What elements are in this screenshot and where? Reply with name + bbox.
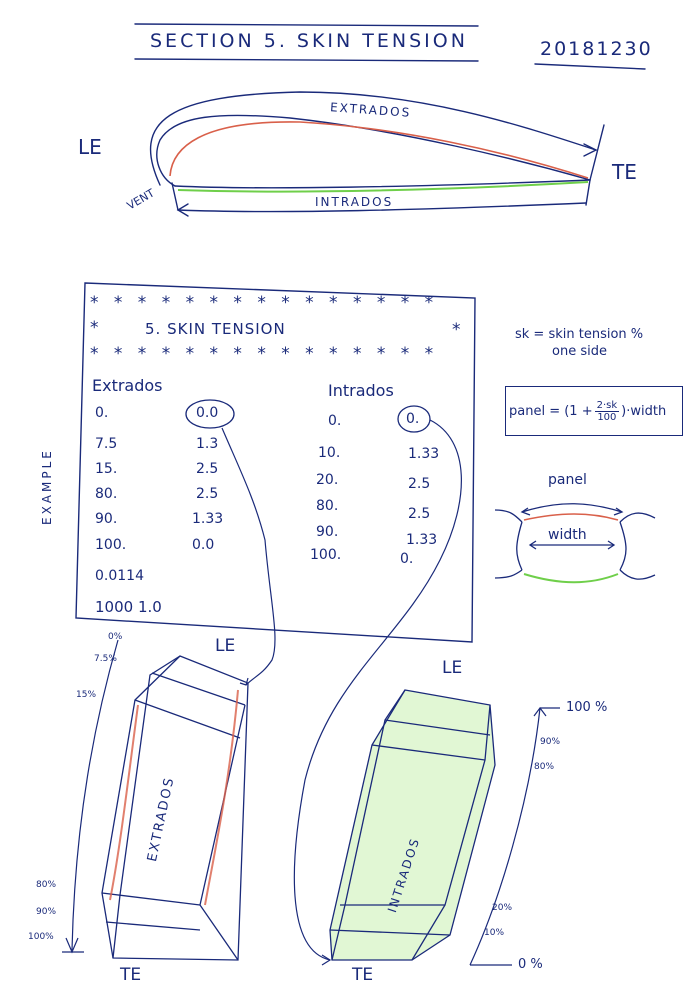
intrados-val-5: 1.33: [406, 532, 438, 548]
intrados-val-2: 1.33: [408, 446, 440, 462]
stars-top: * * * * * * * * * * * * * * *: [90, 293, 439, 313]
circle-extrados: [185, 399, 235, 429]
table-box: [75, 282, 476, 643]
left-tick-3: 80%: [36, 880, 57, 890]
extrados-heading: Extrados: [92, 376, 163, 395]
airfoil-intrados-label: INTRADOS: [315, 195, 394, 209]
airfoil-le-label: LE: [78, 135, 102, 159]
extrados-val-4: 2.5: [196, 486, 219, 502]
extrados-pos-2: 7.5: [95, 436, 118, 452]
te-line-down: [585, 179, 591, 206]
intrados-pos-1: 0.: [328, 413, 342, 429]
circle-intrados: [397, 405, 431, 433]
intrados-val-6: 0.: [400, 551, 414, 567]
left-tick-2: 15%: [76, 690, 97, 700]
title-rule-top: [134, 23, 479, 27]
connector-intrados: [293, 419, 462, 961]
intrados-pos-4: 80.: [316, 498, 339, 514]
left-scale: [71, 639, 119, 951]
intrados-val-3: 2.5: [408, 476, 431, 492]
left-tick-1: 7.5%: [94, 654, 117, 664]
box-heading: 5. SKIN TENSION: [145, 320, 286, 338]
extrados-val-3: 2.5: [196, 461, 219, 477]
extrados-val-2: 1.3: [196, 436, 219, 452]
left-tick-5: 100%: [28, 932, 54, 942]
date-underline: [534, 63, 646, 70]
title-rule-bottom: [134, 58, 479, 62]
extrados-pos-5: 90.: [95, 511, 118, 527]
airfoil-lower: [174, 179, 591, 189]
vent-line: [171, 182, 179, 211]
sk-note-line1: sk = skin tension %: [515, 327, 644, 342]
right-panel-le: LE: [442, 658, 463, 678]
example-label: EXAMPLE: [40, 448, 54, 525]
stars-bottom: * * * * * * * * * * * * * * *: [90, 344, 439, 364]
extrados-pos-3: 15.: [95, 461, 118, 477]
footer-value-1: 0.0114: [95, 568, 144, 584]
intrados-pos-3: 20.: [316, 472, 339, 488]
airfoil-te-label: TE: [612, 160, 637, 184]
airfoil-red-shade: [169, 121, 589, 179]
formula-denominator: 100: [597, 411, 617, 423]
panel-top-arrow: [521, 503, 623, 513]
panel-left-top: [494, 509, 523, 523]
right-tick-5: 0 %: [518, 957, 543, 972]
left-panel-le: LE: [215, 636, 236, 656]
star-left: *: [90, 318, 104, 338]
right-tick-0: 100 %: [566, 700, 608, 715]
extrados-panel: [101, 655, 249, 961]
extrados-pos-4: 80.: [95, 486, 118, 502]
extrados-arrow: [149, 91, 597, 186]
intrados-val-4: 2.5: [408, 506, 431, 522]
intrados-panel: [329, 689, 496, 961]
left-panel-te: TE: [120, 965, 142, 985]
left-tick-0: 0%: [108, 632, 123, 642]
right-scale: [469, 707, 560, 966]
connector-extrados: [221, 427, 276, 686]
formula-rhs: )·width: [621, 403, 667, 419]
intrados-pos-2: 10.: [318, 445, 341, 461]
intrados-heading: Intrados: [328, 381, 394, 400]
formula-numerator: 2·sk: [594, 399, 620, 412]
extrados-val-5: 1.33: [192, 511, 224, 527]
formula-lhs: panel = (1 +: [509, 403, 593, 419]
width-label: width: [548, 527, 587, 543]
intrados-pos-5: 90.: [316, 524, 339, 540]
panel-right-side: [619, 521, 627, 571]
sk-note-line2: one side: [552, 344, 607, 359]
airfoil-upper: [156, 114, 591, 187]
extrados-val-1: 0.0: [196, 405, 219, 421]
airfoil-green-shade: [177, 181, 589, 193]
extrados-pos-6: 100.: [95, 537, 127, 553]
page-title: SECTION 5. SKIN TENSION: [150, 30, 468, 52]
panel-label: panel: [548, 472, 587, 488]
left-tick-4: 90%: [36, 907, 57, 917]
right-tick-1: 90%: [540, 737, 561, 747]
panel-formula: panel = (1 + 2·sk 100 )·width: [505, 386, 683, 436]
intrados-arrow: [177, 202, 587, 213]
extrados-val-6: 0.0: [192, 537, 215, 553]
panel-left-side: [516, 521, 523, 571]
right-panel-te: TE: [352, 965, 374, 985]
star-right: *: [452, 320, 466, 340]
right-tick-2: 80%: [534, 762, 555, 772]
formula-fraction: 2·sk 100: [594, 399, 620, 423]
date-stamp: 20181230: [540, 38, 653, 60]
te-line-up: [589, 124, 605, 181]
right-tick-4: 10%: [484, 928, 505, 938]
intrados-val-1: 0.: [406, 411, 420, 427]
right-tick-3: 20%: [492, 903, 513, 913]
intrados-pos-6: 100.: [310, 547, 342, 563]
footer-value-2: 1000 1.0: [95, 598, 162, 616]
extrados-pos-1: 0.: [95, 405, 109, 421]
arrowhead-te: [583, 143, 598, 157]
